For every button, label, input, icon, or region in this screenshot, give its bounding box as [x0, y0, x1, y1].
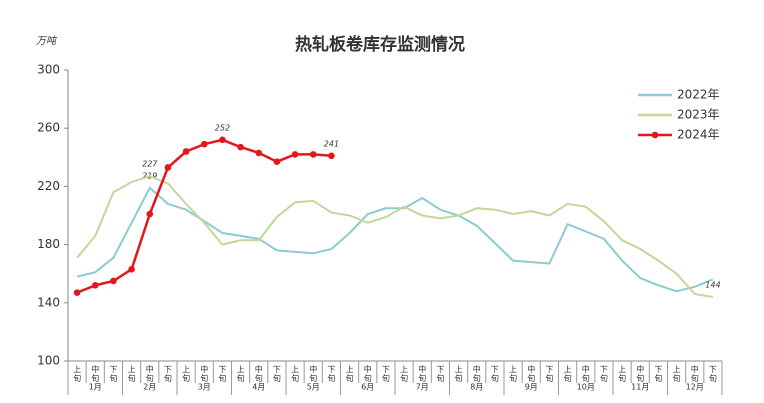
month-label: 1月: [89, 383, 102, 392]
x-tick-label: 上旬: [73, 365, 82, 383]
x-tick-label: 上旬: [454, 365, 463, 383]
x-tick-label: 上旬: [345, 365, 354, 383]
x-tick-label: 上旬: [182, 365, 191, 383]
point: [164, 164, 172, 171]
x-tick-label: 上旬: [127, 365, 136, 383]
x-tick-label: 中旬: [472, 364, 481, 383]
legend-label: 2023年: [677, 108, 720, 122]
x-tick-label: 上旬: [291, 365, 300, 383]
y-tick-label: 300: [37, 63, 60, 77]
x-tick-label: 中旬: [91, 364, 100, 383]
y-unit: 万吨: [36, 35, 58, 47]
x-tick-label: 中旬: [636, 364, 645, 383]
point: [91, 282, 99, 289]
point: [182, 148, 190, 155]
y-tick-label: 220: [37, 179, 60, 193]
x-tick-label: 下旬: [163, 365, 172, 383]
x-tick-label: 上旬: [509, 365, 518, 383]
point: [309, 151, 317, 158]
x-tick-label: 下旬: [545, 365, 554, 383]
y-tick-label: 100: [37, 354, 60, 368]
point: [273, 158, 281, 165]
x-tick-label: 上旬: [618, 365, 627, 383]
chart-title: 热轧板卷库存监测情况: [295, 34, 465, 55]
point: [200, 140, 208, 148]
x-tick-label: 中旬: [309, 364, 318, 383]
month-label: 7月: [416, 383, 429, 392]
month-label: 4月: [252, 383, 265, 392]
x-tick-label: 上旬: [672, 365, 681, 383]
x-tick-label: 中旬: [527, 364, 536, 383]
x-tick-label: 中旬: [690, 364, 699, 383]
y-tick-label: 180: [37, 237, 60, 251]
x-tick-label: 下旬: [654, 365, 663, 383]
x-tick-label: 中旬: [418, 364, 427, 383]
x-tick-label: 下旬: [490, 365, 499, 383]
point: [146, 210, 154, 218]
point: [255, 149, 263, 157]
x-tick-label: 中旬: [145, 364, 154, 383]
x-tick-label: 上旬: [563, 365, 572, 383]
legend-label: 2022年: [677, 88, 720, 102]
x-tick-label: 上旬: [400, 365, 409, 383]
legend-marker: [651, 131, 659, 139]
month-label: 8月: [470, 383, 483, 392]
point: [328, 152, 335, 160]
x-tick-label: 中旬: [363, 364, 372, 383]
x-tick-label: 下旬: [599, 365, 608, 383]
month-label: 5月: [307, 383, 320, 392]
value-label: 252: [215, 123, 230, 132]
month-label: 2月: [143, 383, 156, 392]
point: [128, 266, 135, 273]
series-line: [76, 138, 332, 294]
x-tick-label: 下旬: [109, 365, 118, 383]
value-label: 144: [705, 280, 720, 289]
value-label: 227: [142, 160, 158, 169]
x-tick-label: 下旬: [381, 365, 390, 383]
month-label: 10月: [577, 383, 595, 392]
series-line: [76, 175, 714, 298]
x-tick-label: 下旬: [708, 365, 717, 383]
legend-label: 2024年: [677, 128, 720, 142]
y-tick-label: 260: [37, 121, 60, 135]
month-label: 6月: [361, 383, 374, 392]
x-tick-label: 下旬: [272, 365, 281, 383]
point: [291, 151, 299, 158]
x-tick-label: 下旬: [327, 365, 336, 383]
point: [237, 143, 244, 151]
x-tick-label: 下旬: [436, 365, 445, 383]
month-label: 3月: [198, 383, 211, 392]
month-label: 12月: [686, 383, 704, 392]
series-line: [76, 186, 714, 293]
month-label: 11月: [631, 383, 649, 392]
x-tick-label: 上旬: [236, 365, 245, 383]
value-label: 241: [324, 139, 339, 148]
x-tick-label: 中旬: [254, 364, 263, 383]
point: [219, 136, 226, 144]
point: [110, 277, 117, 285]
y-tick-label: 140: [37, 295, 60, 309]
x-tick-label: 中旬: [200, 364, 209, 383]
x-tick-label: 下旬: [218, 365, 227, 383]
month-label: 9月: [525, 383, 538, 392]
point: [73, 289, 81, 296]
x-tick-label: 中旬: [581, 364, 590, 383]
